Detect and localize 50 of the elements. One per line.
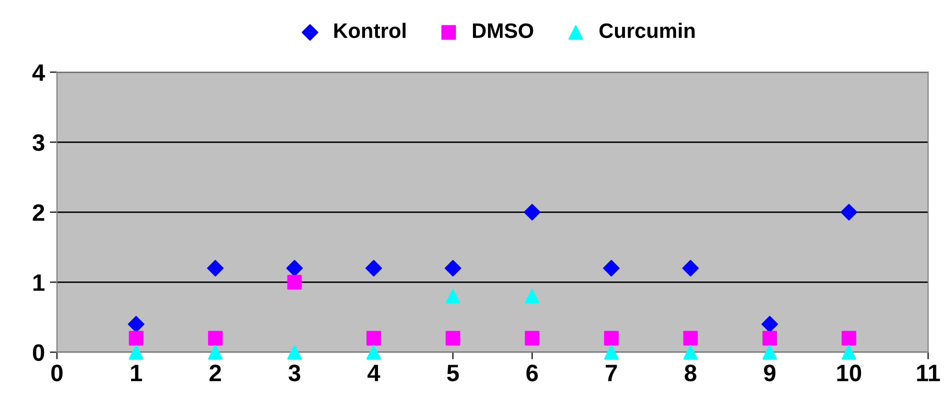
point xyxy=(840,204,858,220)
point xyxy=(444,260,462,276)
x-tick-label: 7 xyxy=(606,364,617,382)
point xyxy=(683,330,698,346)
x-tick-label: 3 xyxy=(288,364,300,382)
point xyxy=(604,344,619,360)
point xyxy=(524,330,540,346)
legend-label: DMSO xyxy=(472,23,534,38)
y-tick-label: 3 xyxy=(32,134,44,151)
point xyxy=(604,330,619,346)
point xyxy=(603,260,620,276)
x-tick-label: 1 xyxy=(131,364,142,382)
point xyxy=(287,274,302,290)
point xyxy=(128,344,144,360)
y-tick-label: 0 xyxy=(32,344,44,361)
point xyxy=(208,330,223,346)
point xyxy=(366,344,382,360)
point xyxy=(128,316,144,332)
y-tick-label: 1 xyxy=(33,274,44,291)
x-tick-label: 8 xyxy=(684,364,696,382)
y-tick-label: 2 xyxy=(32,204,44,221)
x-tick-label: 2 xyxy=(210,364,221,382)
point xyxy=(842,330,856,346)
x-tick-label: 9 xyxy=(764,364,776,382)
point xyxy=(761,316,778,332)
point xyxy=(287,344,302,360)
point xyxy=(446,330,460,346)
point xyxy=(762,344,778,360)
point xyxy=(524,204,540,220)
y-tick-label: 4 xyxy=(32,64,46,81)
point xyxy=(207,260,224,276)
point xyxy=(365,260,382,276)
x-tick-label: 6 xyxy=(526,364,538,382)
point xyxy=(842,344,856,360)
point xyxy=(446,288,460,304)
point xyxy=(683,344,698,360)
point xyxy=(682,260,699,276)
point xyxy=(286,260,303,276)
x-tick-label: 10 xyxy=(837,364,862,382)
point xyxy=(208,344,223,360)
point xyxy=(762,330,778,346)
x-tick-label: 5 xyxy=(447,364,459,382)
x-tick-label: 4 xyxy=(368,364,380,382)
x-tick-label: 11 xyxy=(917,364,940,382)
point xyxy=(128,330,144,346)
point xyxy=(524,288,540,304)
legend-label: Kontrol xyxy=(334,22,406,38)
legend-label: Curcumin xyxy=(600,22,695,38)
point xyxy=(366,330,382,346)
x-tick-label: 0 xyxy=(51,364,63,382)
